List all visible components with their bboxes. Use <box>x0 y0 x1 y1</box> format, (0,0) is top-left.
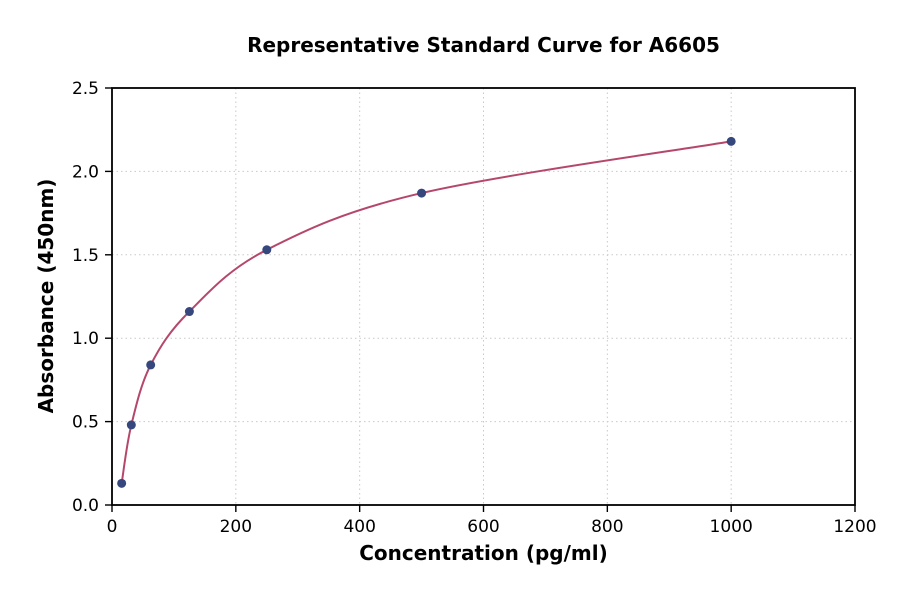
x-tick-label: 200 <box>220 517 252 537</box>
y-tick-label: 0.0 <box>72 496 99 516</box>
x-tick-label: 400 <box>343 517 375 537</box>
x-tick-label: 600 <box>467 517 499 537</box>
data-point <box>726 136 736 146</box>
chart-title: Representative Standard Curve for A6605 <box>247 33 720 57</box>
data-point <box>117 478 127 488</box>
plot-border <box>111 87 856 506</box>
x-tick-label: 0 <box>107 517 118 537</box>
x-tick-label: 1200 <box>833 517 876 537</box>
x-tick-label: 800 <box>591 517 623 537</box>
data-point <box>184 307 194 317</box>
x-axis-label: Concentration (pg/ml) <box>359 541 608 565</box>
y-tick-label: 1.0 <box>72 329 99 349</box>
data-point <box>126 420 136 430</box>
x-tick-label: 1000 <box>710 517 753 537</box>
data-point <box>146 360 156 370</box>
y-tick-label: 2.5 <box>72 79 99 99</box>
y-tick-label: 1.5 <box>72 246 99 266</box>
y-tick-label: 0.5 <box>72 413 99 433</box>
y-axis-label: Absorbance (450nm) <box>34 178 58 414</box>
fitted-curve <box>120 140 732 484</box>
data-point <box>417 188 427 198</box>
data-point <box>262 245 272 255</box>
y-tick-label: 2.0 <box>72 162 99 182</box>
